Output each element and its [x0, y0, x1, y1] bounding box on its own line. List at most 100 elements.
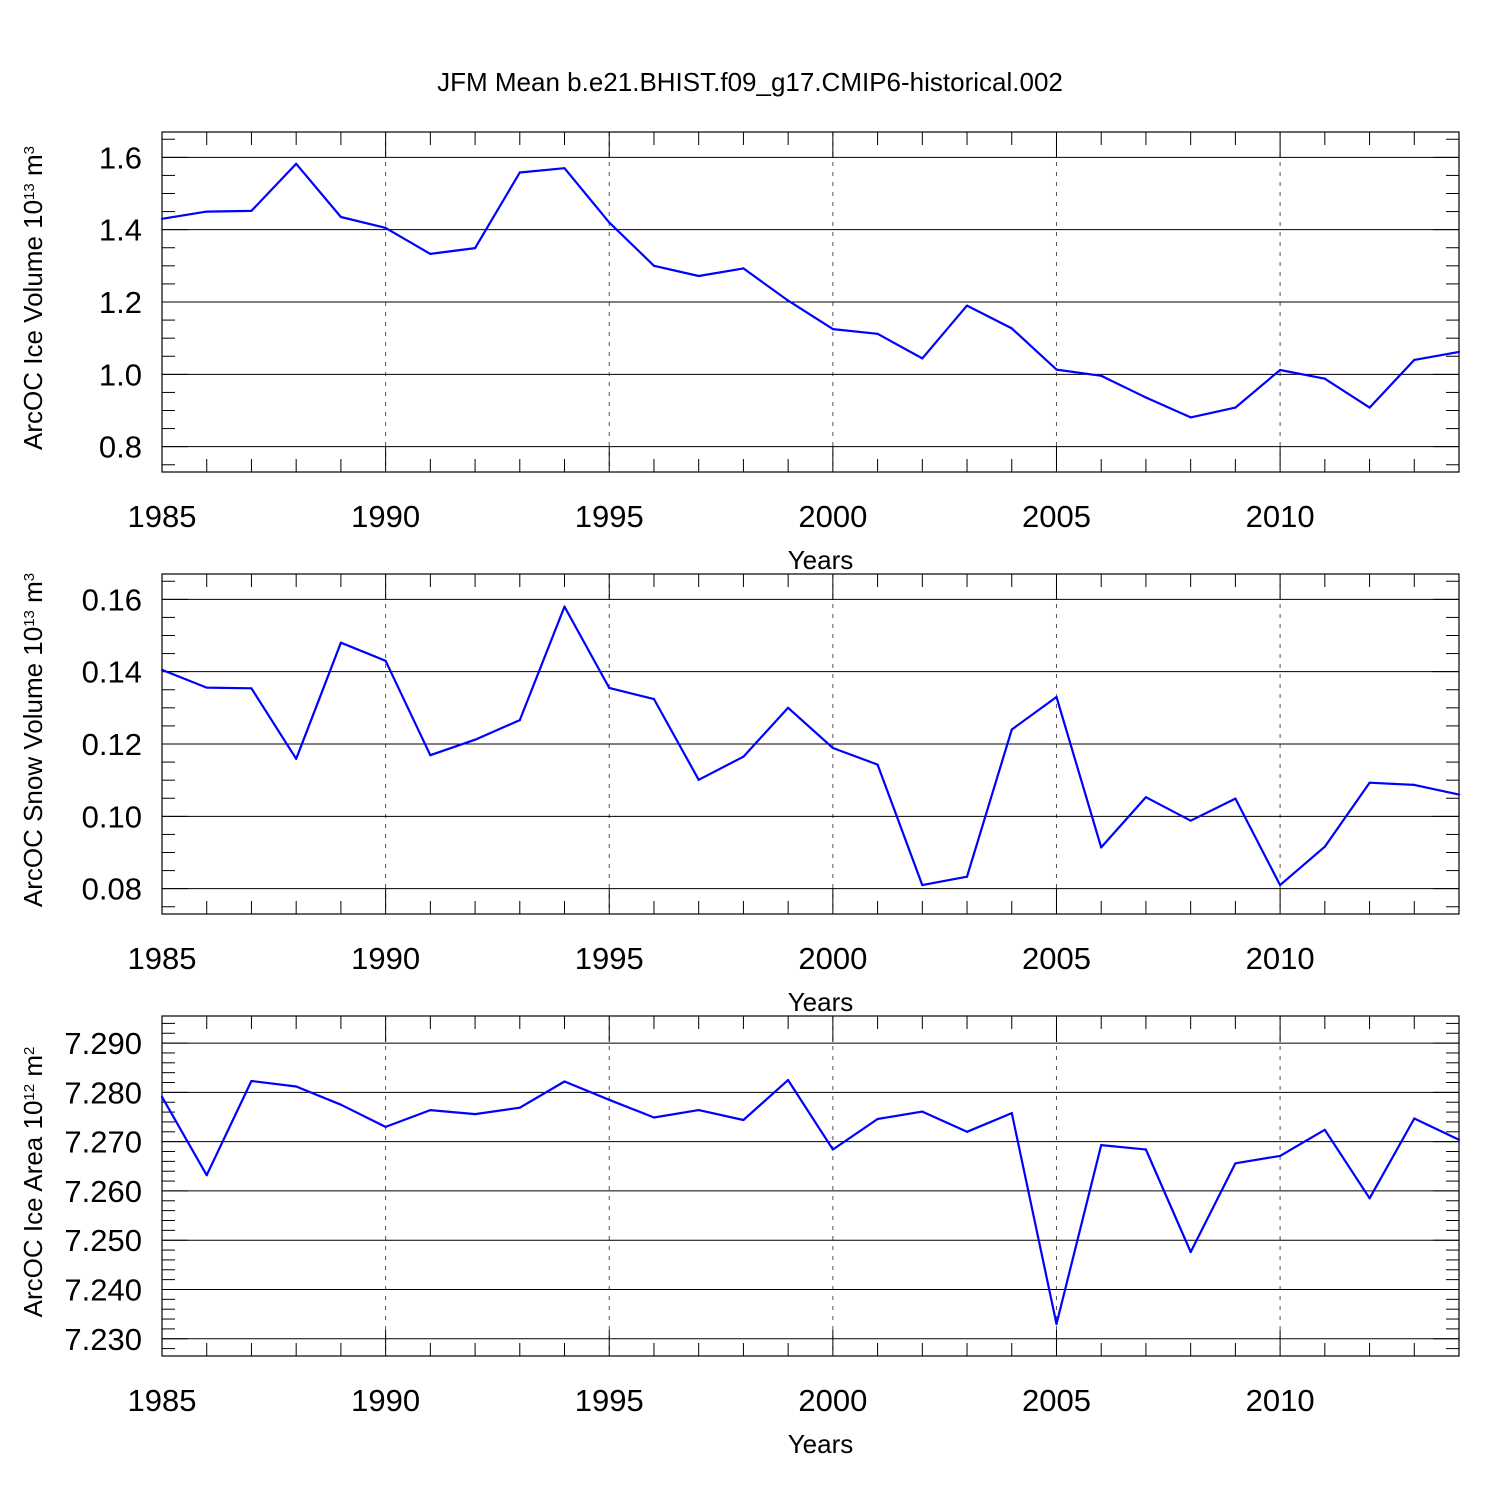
data-point: [1144, 796, 1148, 799]
y-tick-label: 7.270: [64, 1125, 142, 1160]
data-point: [429, 1109, 432, 1112]
data-point: [473, 738, 477, 741]
x-axis-title: Years: [788, 545, 854, 575]
x-tick-label: 2010: [1246, 499, 1315, 534]
x-tick-label: 1985: [128, 941, 197, 976]
data-point: [563, 605, 566, 608]
data-point: [1055, 1322, 1058, 1326]
data-point: [250, 687, 253, 690]
data-point: [1413, 358, 1416, 361]
plot-frame: [161, 131, 1460, 473]
data-point: [339, 1103, 342, 1106]
x-tick-label: 1995: [575, 941, 644, 976]
data-point: [160, 217, 164, 220]
data-point: [652, 1116, 656, 1119]
y-axis-title: ArcOC Snow Volume 1013 m3: [18, 573, 48, 907]
data-point: [1189, 819, 1192, 822]
series-line: [161, 605, 1460, 887]
data-point: [339, 641, 342, 644]
data-point: [160, 668, 164, 671]
data-point: [608, 221, 611, 224]
data-point: [1234, 1162, 1237, 1165]
plot-frame: [161, 573, 1460, 915]
data-point: [518, 171, 521, 174]
data-point: [1234, 406, 1237, 409]
x-tick-label: 1990: [351, 941, 420, 976]
data-point: [563, 167, 566, 170]
y-tick-label: 0.12: [82, 727, 142, 762]
x-tick-label: 2000: [798, 941, 867, 976]
series-line: [161, 1078, 1460, 1326]
data-point: [1413, 783, 1416, 786]
data-point: [921, 357, 924, 360]
y-tick-label: 7.260: [64, 1174, 142, 1209]
data-point: [1100, 1144, 1103, 1147]
y-tick-label: 7.230: [64, 1322, 142, 1357]
data-point: [831, 328, 834, 331]
x-tick-label: 2010: [1246, 1383, 1315, 1418]
data-point: [384, 1125, 387, 1128]
data-point: [1010, 728, 1013, 731]
y-tick-label: 1.2: [99, 285, 142, 320]
panel-3: 1985 1990 1995 2000 2005 2010 7.230 7.240 7.250 7…: [18, 1015, 1461, 1459]
data-point: [787, 1078, 790, 1082]
data-point: [876, 332, 879, 335]
y-tick-label: 0.16: [82, 582, 142, 617]
data-point: [473, 247, 477, 250]
data-point: [518, 1106, 521, 1109]
data-point: [1457, 793, 1461, 796]
data-point: [1144, 1148, 1148, 1151]
data-point: [1100, 374, 1103, 377]
data-point: [563, 1080, 566, 1083]
data-point: [205, 210, 208, 213]
data-point: [1234, 797, 1237, 800]
data-point: [518, 719, 521, 722]
data-point: [652, 264, 656, 267]
y-tick-label: 0.10: [82, 799, 142, 834]
x-tick-label: 1995: [575, 499, 644, 534]
data-point: [1144, 396, 1148, 399]
x-tick-label: 2005: [1022, 941, 1091, 976]
data-point: [787, 706, 790, 709]
data-point: [742, 755, 745, 758]
data-point: [1010, 1111, 1013, 1115]
data-point: [742, 1118, 745, 1122]
data-point: [295, 757, 298, 760]
data-point: [1279, 368, 1282, 372]
data-point: [473, 1112, 477, 1116]
data-point: [205, 686, 208, 689]
data-point: [1457, 1138, 1461, 1141]
data-point: [652, 698, 656, 701]
data-point: [876, 1117, 879, 1121]
data-point: [1100, 846, 1103, 849]
data-point: [205, 1174, 208, 1177]
data-point: [787, 299, 790, 302]
figure-title: JFM Mean b.e21.BHIST.f09_g17.CMIP6-histo…: [437, 67, 1063, 97]
data-point: [1323, 377, 1326, 380]
data-point: [384, 226, 387, 229]
data-point: [429, 754, 432, 757]
y-tick-label: 1.6: [99, 140, 142, 175]
data-point: [608, 686, 611, 690]
data-point: [831, 1148, 834, 1151]
plot-frame: [161, 1015, 1460, 1357]
data-point: [921, 883, 924, 887]
x-axis-title: Years: [788, 1429, 854, 1459]
data-point: [697, 778, 700, 781]
x-tick-label: 2000: [798, 1383, 867, 1418]
data-point: [1055, 695, 1058, 699]
data-point: [831, 746, 834, 750]
data-point: [295, 162, 298, 165]
data-point: [1368, 1197, 1371, 1200]
data-point: [1368, 406, 1371, 409]
data-point: [429, 252, 432, 255]
y-tick-label: 7.240: [64, 1272, 142, 1307]
data-point: [965, 304, 969, 307]
data-point: [697, 1109, 700, 1112]
y-tick-label: 7.290: [64, 1026, 142, 1061]
data-point: [876, 763, 879, 766]
y-tick-label: 0.08: [82, 872, 142, 907]
data-point: [742, 267, 745, 270]
x-tick-label: 1990: [351, 1383, 420, 1418]
